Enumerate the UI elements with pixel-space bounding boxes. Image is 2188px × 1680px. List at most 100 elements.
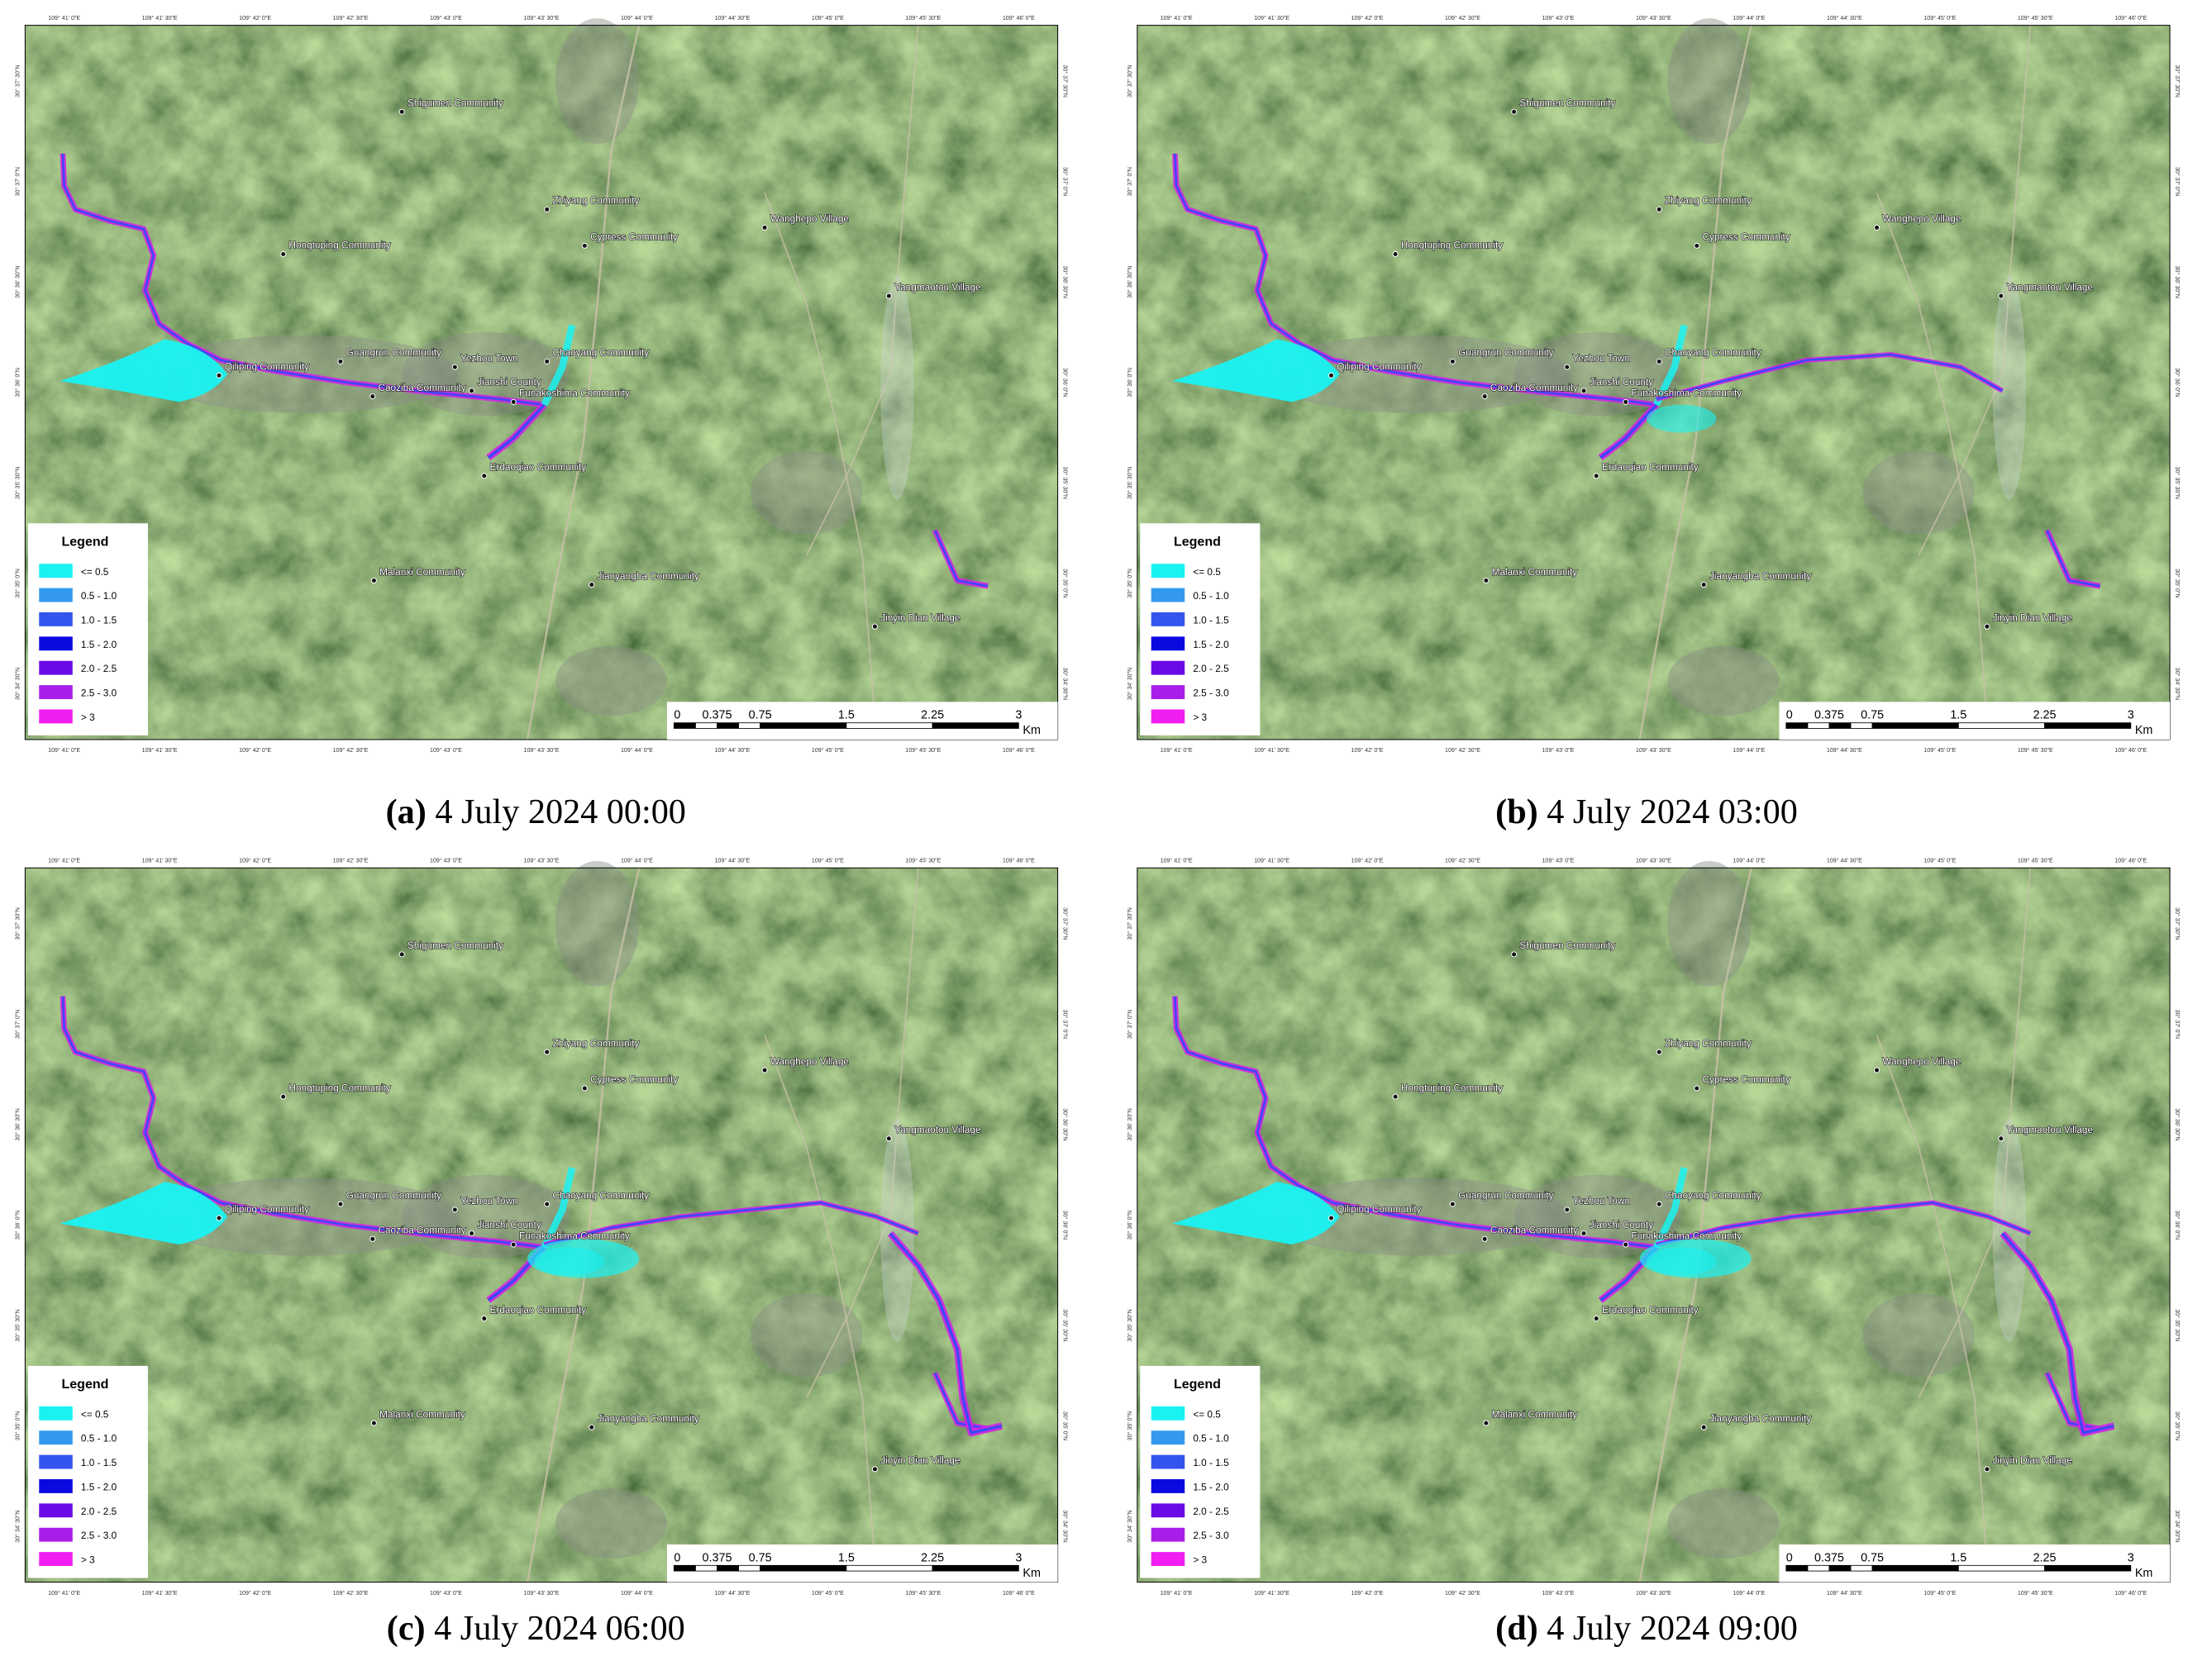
latitude-label: 30° 36' 30"N [1127, 1108, 1133, 1140]
legend-label: 2.5 - 3.0 [81, 688, 117, 699]
place-marker [544, 1049, 551, 1055]
place-marker [1656, 206, 1662, 213]
latitude-label: 30° 35' 30"N [15, 1309, 21, 1341]
place-marker [544, 358, 551, 365]
latitude-label: 30° 36' 30"N [15, 1108, 21, 1140]
panel-caption: (b) 4 July 2024 03:00 [1495, 792, 1798, 831]
place-label: Jianyangba Community [1709, 1412, 1811, 1424]
longitude-label: 109° 45' 30"E [905, 747, 941, 754]
scale-unit: Km [2135, 1567, 2153, 1580]
place-label: Malanxi Community [379, 566, 465, 578]
road [805, 868, 919, 1399]
place-marker [370, 577, 377, 584]
latitude-label: 30° 36' 0"N [15, 1211, 21, 1240]
legend-label: 0.5 - 1.0 [1193, 1433, 1229, 1444]
latitude-label: 30° 36' 30"N [2174, 266, 2181, 298]
place-marker [469, 388, 475, 394]
scale-unit: Km [1022, 1567, 1041, 1580]
longitude-label: 109° 44' 0"E [621, 747, 653, 754]
place-label: Cypress Community [1703, 1073, 1790, 1085]
road [1876, 192, 1990, 740]
flood-depth-low [527, 1239, 640, 1278]
place-marker [216, 372, 222, 378]
legend-label: > 3 [1193, 1554, 1207, 1566]
flood-depth-mid [1174, 996, 1656, 1249]
latitude-label: 30° 36' 0"N [2174, 1211, 2181, 1240]
scale-label: 0.375 [703, 709, 732, 722]
legend-label: 2.5 - 3.0 [81, 1530, 117, 1541]
panel-date: 4 July 2024 06:00 [434, 1609, 685, 1648]
flood-depth-low [541, 1167, 576, 1249]
urban-area [1667, 645, 1780, 716]
place-label: Chaoyang Community [553, 1189, 650, 1201]
scale-segment [673, 1564, 696, 1572]
place-label: Jianshi County [1590, 376, 1653, 388]
place-marker [589, 1424, 595, 1430]
flood-depth-low [541, 324, 576, 407]
scale-unit: Km [2135, 724, 2153, 737]
flood-depth-mid [61, 996, 545, 1249]
longitude-label: 109° 46' 0"E [2114, 1590, 2147, 1597]
latitude-label: 30° 37' 30"N [1061, 907, 1068, 940]
latitude-label: 30° 35' 30"N [1127, 1309, 1133, 1341]
legend-swatch [1151, 1479, 1185, 1493]
urban-area [751, 450, 863, 535]
longitude-label: 109° 44' 0"E [1733, 858, 1765, 864]
legend-label: 1.0 - 1.5 [1193, 615, 1229, 626]
scale-label: 3 [1015, 1551, 1022, 1564]
flood-depth-low [60, 1182, 228, 1245]
longitude-label: 109° 44' 0"E [621, 15, 653, 21]
latitude-label: 30° 35' 0"N [1061, 1411, 1068, 1440]
road [1638, 25, 1752, 740]
place-marker [1998, 1135, 2004, 1142]
place-marker [885, 293, 892, 299]
place-marker [1328, 1215, 1335, 1221]
flood-depth-low [1639, 1239, 1752, 1278]
longitude-label: 109° 46' 0"E [1003, 858, 1035, 864]
latitude-label: 30° 35' 30"N [2174, 467, 2181, 499]
place-label: Yangmaotou Village [894, 281, 981, 293]
legend-label: 2.0 - 2.5 [81, 1506, 117, 1517]
longitude-label: 109° 41' 0"E [1161, 1590, 1193, 1597]
legend-label: <= 0.5 [81, 566, 109, 578]
place-label: Erdaoqiao Community [1602, 1304, 1699, 1316]
scale-box [1779, 1544, 2171, 1582]
place-marker [216, 1215, 222, 1221]
latitude-label: 30° 35' 30"N [1061, 1309, 1068, 1341]
flood-depth-mid [544, 1202, 919, 1246]
longitude-label: 109° 43' 0"E [1542, 15, 1574, 21]
place-marker [1623, 398, 1629, 405]
latitude-label: 30° 35' 0"N [1127, 569, 1133, 597]
longitude-label: 109° 46' 0"E [2114, 15, 2147, 21]
longitude-label: 109° 41' 0"E [48, 858, 80, 864]
legend-label: <= 0.5 [81, 1408, 109, 1420]
longitude-label: 109° 44' 30"E [1827, 747, 1862, 754]
scale-label: 0.75 [749, 709, 772, 722]
legend-label: 0.5 - 1.0 [1193, 590, 1229, 602]
flood-depth-low [1653, 1167, 1688, 1249]
latitude-label: 30° 35' 0"N [15, 569, 21, 597]
road [1638, 867, 1752, 1582]
scale-segment [695, 722, 717, 729]
scale-segment [932, 722, 1019, 729]
place-marker [885, 1135, 892, 1142]
scale-segment [2044, 1564, 2132, 1572]
longitude-label: 109° 45' 0"E [812, 858, 844, 864]
longitude-label: 109° 44' 0"E [1733, 15, 1765, 21]
urban-area [751, 1293, 863, 1378]
longitude-label: 109° 46' 0"E [1003, 1590, 1035, 1597]
scale-segment [1785, 722, 1809, 729]
urban-area [1862, 450, 1975, 535]
legend-swatch [39, 1479, 73, 1493]
longitude-label: 109° 42' 0"E [239, 747, 271, 754]
longitude-label: 109° 41' 0"E [1161, 747, 1193, 754]
panel-label: (b) [1495, 792, 1538, 831]
legend-box [27, 523, 148, 735]
legend: Legend <= 0.5 0.5 - 1.0 1.0 - 1.5 1.5 - 2.0 2… [27, 523, 148, 735]
latitude-label: 30° 37' 30"N [1127, 64, 1133, 97]
place-label: Qiliping Community [1337, 1203, 1421, 1215]
longitude-label: 109° 42' 0"E [1351, 15, 1384, 21]
scale-unit: Km [1022, 724, 1041, 737]
place-label: Malanxi Community [1492, 566, 1578, 578]
